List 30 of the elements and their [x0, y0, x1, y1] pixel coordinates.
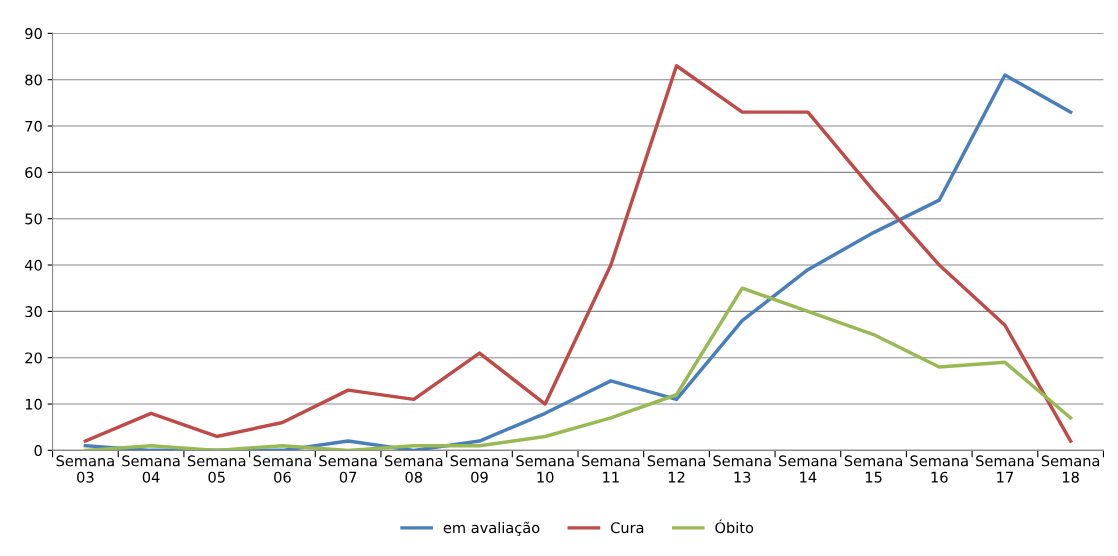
y-tick-label: 50	[25, 213, 42, 225]
x-tick-label: Semana 05	[187, 455, 246, 483]
x-tick-label: Semana 10	[516, 455, 574, 483]
y-tick-label: 90	[25, 28, 42, 40]
y-tick-label: 10	[25, 398, 42, 410]
x-tick-label: Semana 03	[56, 455, 114, 483]
line-series	[83, 286, 1073, 451]
x-tick-label: Semana 08	[384, 455, 443, 483]
x-tick-label: Semana 13	[713, 455, 771, 483]
x-tick-label: Semana 11	[582, 455, 640, 483]
x-tick-label: Semana 17	[976, 455, 1034, 483]
y-tick-label: 60	[25, 167, 42, 179]
legend-label: Cura	[610, 522, 644, 534]
x-tick-label: Semana 14	[779, 455, 837, 483]
y-tick-label: 30	[25, 306, 42, 318]
y-tick-label: 80	[25, 74, 42, 86]
x-tick-label: Semana 06	[253, 455, 311, 483]
y-tick-label: 0	[34, 445, 42, 457]
x-tick-label: Semana 09	[450, 455, 508, 483]
x-tick-label: Semana 04	[122, 455, 180, 483]
x-tick-label: Semana 15	[844, 455, 903, 483]
y-tick-label: 40	[24, 259, 42, 271]
x-tick-label: Semana 07	[319, 455, 377, 483]
legend-label: Óbito	[715, 519, 754, 534]
x-tick-label: Semana 16	[910, 455, 968, 483]
y-tick-label: 70	[25, 120, 42, 132]
x-tick-label: Semana 18	[1041, 455, 1100, 483]
legend-label: em avaliação	[443, 521, 540, 536]
y-tick-label: 20	[25, 352, 42, 364]
x-tick-label: Semana 12	[647, 455, 705, 483]
